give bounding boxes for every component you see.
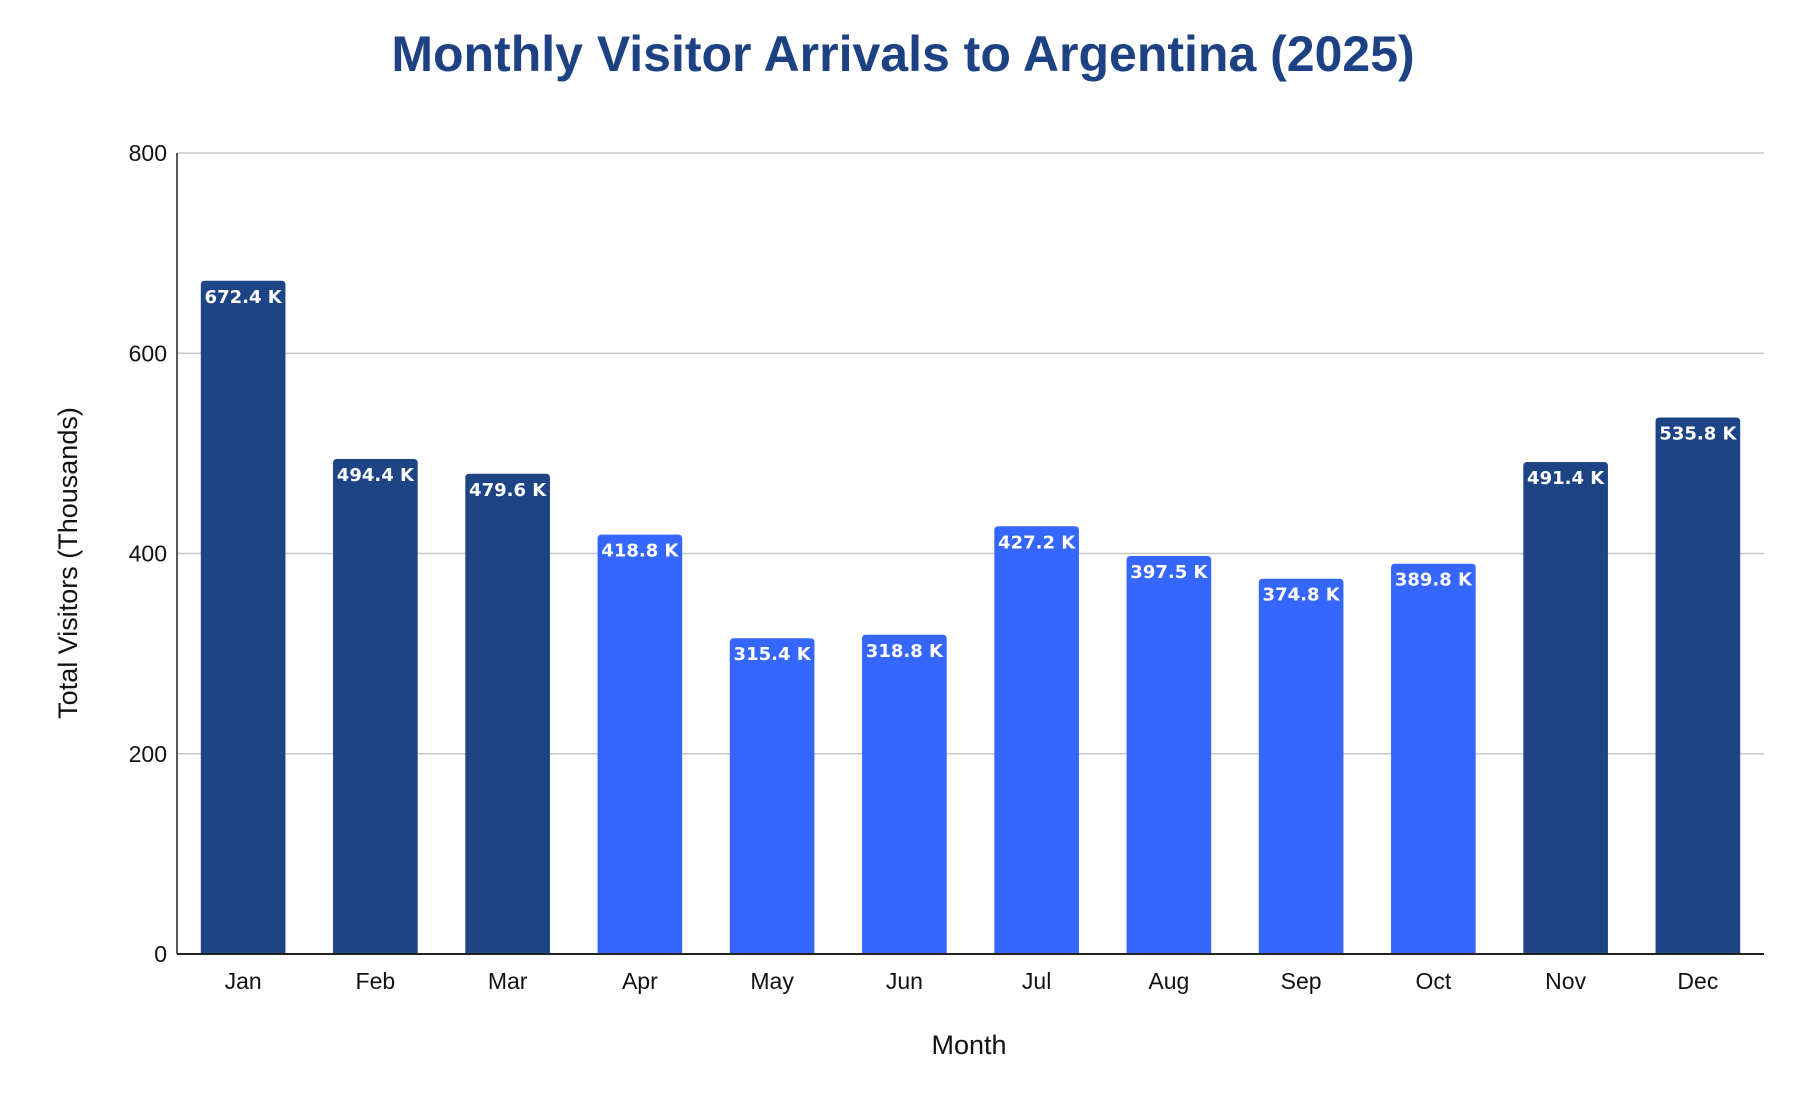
data-label-jul: 427.2 K bbox=[998, 532, 1076, 553]
data-label-oct: 389.8 K bbox=[1395, 570, 1473, 591]
y-tick-label: 0 bbox=[154, 941, 167, 967]
bar-jul bbox=[994, 526, 1079, 954]
bars bbox=[200, 280, 1741, 954]
bar-jun bbox=[862, 634, 947, 954]
x-tick-labels: Jan Feb Mar Apr May Jun Jul Aug Sep Oct Nov Dec bbox=[225, 968, 1719, 994]
data-label-may: 315.4 K bbox=[734, 644, 812, 665]
data-label-feb: 494.4 K bbox=[337, 465, 415, 486]
x-tick-label-nov: Nov bbox=[1545, 968, 1586, 994]
axes bbox=[176, 153, 1764, 955]
x-axis-title: Month bbox=[931, 1030, 1006, 1060]
x-tick-label-aug: Aug bbox=[1148, 968, 1189, 994]
y-tick-label: 800 bbox=[129, 140, 167, 166]
bar-feb bbox=[333, 458, 418, 954]
y-tick-label: 600 bbox=[129, 340, 167, 366]
bar-nov bbox=[1523, 461, 1608, 954]
bar-jan bbox=[200, 280, 286, 954]
y-tick-labels: 0 200 400 600 800 bbox=[129, 140, 167, 967]
bar-dec bbox=[1655, 417, 1741, 954]
x-tick-label-may: May bbox=[750, 968, 794, 994]
data-label-jun: 318.8 K bbox=[866, 641, 944, 662]
data-labels: 672.4 K 494.4 K 479.6 K 418.8 K 315.4 K 318.8… bbox=[205, 287, 1738, 665]
data-label-mar: 479.6 K bbox=[469, 480, 547, 501]
y-tick-label: 400 bbox=[129, 541, 167, 567]
x-tick-label-jan: Jan bbox=[225, 968, 262, 994]
bar-may bbox=[729, 638, 815, 954]
bar-mar bbox=[465, 473, 550, 954]
data-label-dec: 535.8 K bbox=[1659, 424, 1737, 445]
x-tick-label-feb: Feb bbox=[356, 968, 396, 994]
bar-oct bbox=[1391, 563, 1476, 954]
x-tick-label-jun: Jun bbox=[886, 968, 923, 994]
x-tick-label-jul: Jul bbox=[1022, 968, 1051, 994]
x-tick-label-sep: Sep bbox=[1281, 968, 1322, 994]
bar-aug bbox=[1126, 556, 1212, 954]
x-tick-label-dec: Dec bbox=[1677, 968, 1718, 994]
gridlines bbox=[177, 152, 1764, 755]
y-axis-title: Total Visitors (Thousands) bbox=[53, 407, 83, 719]
bar-apr bbox=[597, 534, 683, 954]
data-label-sep: 374.8 K bbox=[1263, 585, 1341, 606]
x-tick-label-mar: Mar bbox=[488, 968, 528, 994]
x-tick-label-apr: Apr bbox=[622, 968, 658, 994]
data-label-nov: 491.4 K bbox=[1527, 468, 1605, 489]
x-tick-label-oct: Oct bbox=[1415, 968, 1451, 994]
chart-title: Monthly Visitor Arrivals to Argentina (2… bbox=[391, 26, 1414, 82]
data-label-apr: 418.8 K bbox=[601, 541, 679, 562]
data-label-jan: 672.4 K bbox=[205, 287, 283, 308]
y-tick-label: 200 bbox=[129, 741, 167, 767]
data-label-aug: 397.5 K bbox=[1130, 562, 1208, 583]
bar-sep bbox=[1258, 578, 1344, 954]
